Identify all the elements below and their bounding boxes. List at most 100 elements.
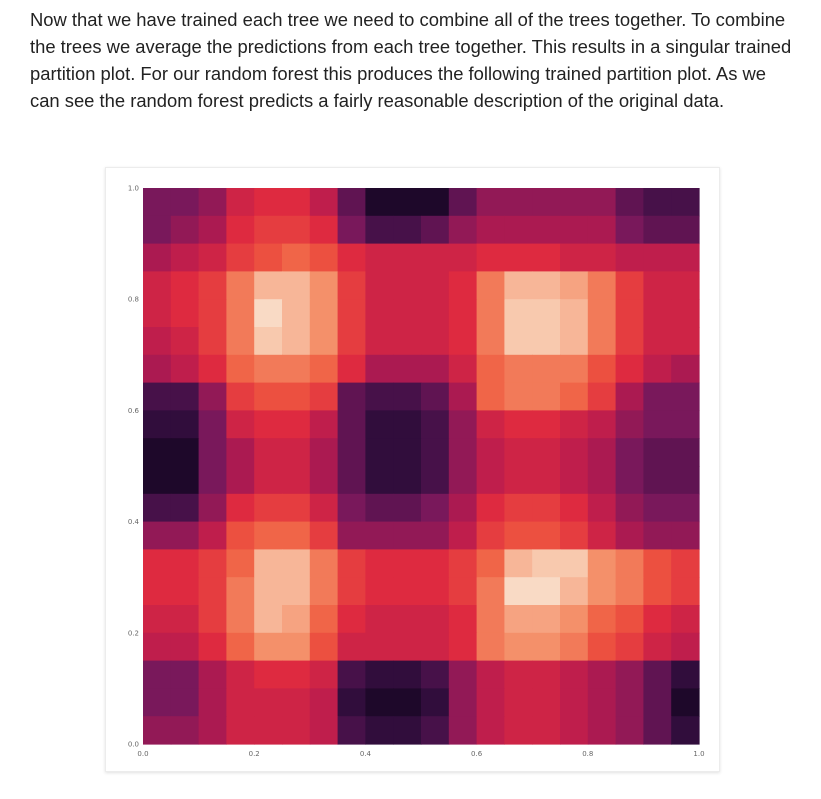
heatmap-cell [532,605,561,634]
heatmap-cell [560,299,589,328]
heatmap-cell [476,660,505,689]
heatmap-cell [309,521,339,550]
heatmap-cell [615,521,644,550]
heatmap-cell [198,521,227,550]
heatmap-cell [476,410,505,439]
heatmap-cell [560,688,589,717]
heatmap-cell [337,382,366,411]
heatmap-cell [393,466,422,495]
heatmap-cell [254,215,283,245]
heatmap-cell [421,410,450,439]
heatmap-cell [337,521,366,550]
heatmap-cell [476,549,505,578]
heatmap-cell [615,271,644,300]
heatmap-cell [254,243,283,272]
heatmap-cell [198,382,227,411]
heatmap-cell [282,243,311,272]
heatmap-cell [282,188,311,217]
heatmap-cell [198,688,227,717]
heatmap-cell [143,521,172,550]
heatmap-cell [198,549,227,578]
heatmap-cell [309,188,339,217]
heatmap-cell [476,466,505,495]
heatmap-cell [143,188,172,217]
heatmap-cell [254,299,283,328]
heatmap-cell [643,271,672,300]
heatmap-cell [532,549,561,578]
heatmap-cell [170,660,200,689]
heatmap-cell [254,660,283,689]
heatmap-cell [643,605,672,634]
axis-ticks: 0.0 0.2 0.4 0.6 0.8 1.0 0.0 0.2 0.4 0.6 0.8 1.0 [128,185,705,759]
y-tick-label: 0.6 [128,407,140,415]
heatmap-cell [643,466,672,495]
heatmap-cell [587,354,617,384]
heatmap-cell [226,438,255,467]
heatmap-cell [615,549,644,578]
heatmap-cell [476,688,505,717]
heatmap-cell [226,354,255,384]
heatmap-cell [587,215,617,245]
heatmap-cell [504,188,533,217]
heatmap-cell [504,327,533,356]
heatmap-cell [448,521,478,550]
heatmap-cell [643,188,672,217]
heatmap-cell [282,271,311,300]
heatmap-cell [448,188,478,217]
heatmap-cell [587,605,617,634]
heatmap-cell [671,605,700,634]
heatmap-cell [671,215,700,245]
heatmap-cell [476,188,505,217]
heatmap-cell [504,660,533,689]
heatmap-cell [365,299,394,328]
x-tick-label: 0.2 [249,750,260,758]
heatmap-cell [615,605,644,634]
heatmap-cell [448,299,478,328]
heatmap-cell [560,438,589,467]
heatmap-cell [143,577,172,606]
heatmap-cell [421,632,450,662]
heatmap-cell [170,716,200,745]
heatmap-cell [560,521,589,550]
heatmap-cell [587,466,617,495]
heatmap-cell [365,632,394,662]
heatmap-cell [393,354,422,384]
heatmap-cell [282,466,311,495]
heatmap-cell [448,632,478,662]
heatmap-cell [282,215,311,245]
heatmap-cell [643,521,672,550]
heatmap-cell [532,577,561,606]
heatmap-cell [226,521,255,550]
y-tick-label: 0.0 [128,741,139,749]
heatmap-cell [448,716,478,745]
heatmap-cell [226,466,255,495]
heatmap-cell [143,549,172,578]
heatmap-cell [337,605,366,634]
heatmap-cell [309,466,339,495]
heatmap-cell [643,299,672,328]
heatmap-cell [448,688,478,717]
heatmap-cell [421,716,450,745]
heatmap-cell [254,382,283,411]
heatmap-cell [421,577,450,606]
heatmap-cell [421,660,450,689]
heatmap-cell [393,327,422,356]
heatmap-cell [504,632,533,662]
heatmap-cell [476,438,505,467]
heatmap-cell [532,716,561,745]
heatmap-cell [143,382,172,411]
heatmap-cell [560,466,589,495]
heatmap-cell [170,271,200,300]
heatmap-cell [615,188,644,217]
heatmap-cell [393,632,422,662]
heatmap-cell [560,243,589,272]
heatmap-cell [560,410,589,439]
heatmap-cell [143,493,172,523]
heatmap-cell [143,688,172,717]
heatmap-cell [337,327,366,356]
heatmap-cell [421,382,450,411]
heatmap-cell [365,354,394,384]
heatmap-cell [282,716,311,745]
y-tick-label: 1.0 [128,185,139,193]
heatmap-cell [198,327,227,356]
